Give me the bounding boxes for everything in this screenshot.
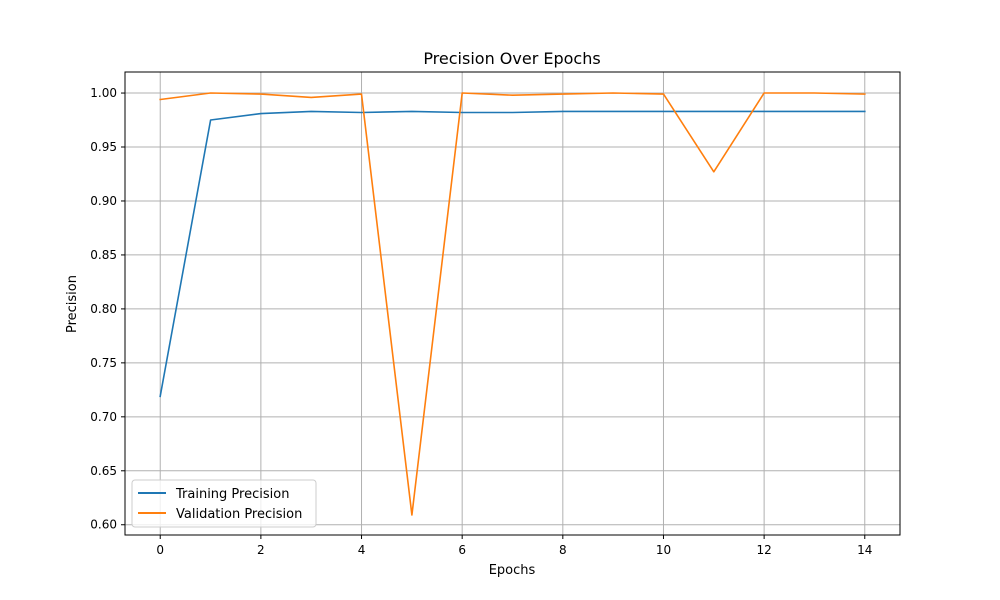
- chart-title: Precision Over Epochs: [423, 49, 600, 68]
- legend-label-training: Training Precision: [175, 487, 289, 502]
- x-tick-label: 2: [257, 543, 265, 557]
- legend-box: [131, 479, 317, 528]
- plot-frame: [124, 71, 901, 536]
- y-tick-label: 0.75: [90, 356, 117, 370]
- x-tick-label: 10: [656, 543, 671, 557]
- series-line-validation: [159, 92, 866, 516]
- x-tick-label: 14: [857, 543, 872, 557]
- x-axis-ticks: 0 2 4 6 8 10 12 14: [156, 535, 872, 557]
- y-tick-label: 0.90: [90, 194, 117, 208]
- y-axis-label: Precision: [65, 275, 80, 333]
- legend-label-validation: Validation Precision: [176, 507, 302, 522]
- series-lines: [159, 92, 866, 516]
- x-tick-label: 6: [458, 543, 466, 557]
- legend: Training Precision Validation Precision: [131, 479, 317, 528]
- x-tick-label: 8: [559, 543, 567, 557]
- y-tick-label: 0.95: [90, 140, 117, 154]
- x-tick-label: 0: [156, 543, 164, 557]
- y-axis-ticks: 0.60 0.65 0.70 0.75 0.80 0.85 0.90 0.95 1.00: [90, 86, 125, 532]
- y-tick-label: 0.85: [90, 248, 117, 262]
- y-tick-label: 0.60: [90, 518, 117, 532]
- y-tick-label: 0.65: [90, 464, 117, 478]
- series-line-training: [159, 110, 866, 398]
- y-tick-label: 0.70: [90, 410, 117, 424]
- y-tick-label: 0.80: [90, 302, 117, 316]
- x-axis-label: Epochs: [489, 563, 536, 578]
- y-tick-label: 1.00: [90, 86, 117, 100]
- x-tick-label: 4: [358, 543, 366, 557]
- x-tick-label: 12: [756, 543, 771, 557]
